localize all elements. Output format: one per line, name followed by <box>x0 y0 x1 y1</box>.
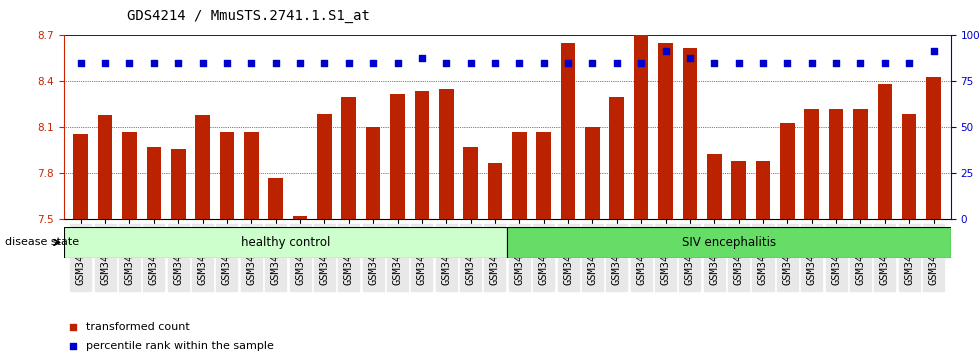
Point <box>779 60 795 66</box>
Bar <box>902 114 916 219</box>
Bar <box>780 123 795 219</box>
Text: healthy control: healthy control <box>241 236 330 249</box>
Text: percentile rank within the sample: percentile rank within the sample <box>86 341 273 351</box>
Point <box>633 60 649 66</box>
Point <box>171 60 186 66</box>
Bar <box>464 147 478 219</box>
Point <box>97 60 113 66</box>
Point <box>902 60 917 66</box>
Bar <box>293 216 308 219</box>
Point <box>585 60 601 66</box>
Point <box>73 60 88 66</box>
Point <box>877 60 893 66</box>
Bar <box>659 43 673 219</box>
Bar <box>195 115 210 219</box>
Bar <box>147 147 161 219</box>
Point <box>195 60 211 66</box>
Bar <box>341 97 356 219</box>
Text: GDS4214 / MmuSTS.2741.1.S1_at: GDS4214 / MmuSTS.2741.1.S1_at <box>127 9 370 23</box>
Bar <box>318 114 331 219</box>
Bar <box>244 132 259 219</box>
Bar <box>805 109 819 219</box>
Point <box>414 56 429 61</box>
Bar <box>98 115 113 219</box>
Bar <box>512 132 526 219</box>
Point <box>682 56 698 61</box>
Bar <box>415 91 429 219</box>
Bar <box>707 154 721 219</box>
Bar <box>171 149 185 219</box>
Bar <box>829 109 844 219</box>
Point <box>487 60 503 66</box>
Point <box>658 48 673 53</box>
Text: disease state: disease state <box>5 238 79 247</box>
Point <box>609 60 624 66</box>
Point <box>828 60 844 66</box>
Point <box>580 288 596 293</box>
Bar <box>926 77 941 219</box>
Point <box>220 60 235 66</box>
Bar <box>683 48 697 219</box>
Point <box>317 60 332 66</box>
Text: SIV encephalitis: SIV encephalitis <box>682 236 776 249</box>
Point <box>292 60 308 66</box>
Point <box>512 60 527 66</box>
Point <box>243 60 259 66</box>
Bar <box>390 94 405 219</box>
Bar <box>439 89 454 219</box>
Text: transformed count: transformed count <box>86 322 189 332</box>
Bar <box>561 43 575 219</box>
FancyBboxPatch shape <box>64 227 508 258</box>
Bar <box>220 132 234 219</box>
Bar <box>731 161 746 219</box>
FancyBboxPatch shape <box>508 227 951 258</box>
Point <box>561 60 576 66</box>
Point <box>366 60 381 66</box>
Point <box>580 114 596 120</box>
Bar <box>610 97 624 219</box>
Point <box>536 60 552 66</box>
Point <box>804 60 819 66</box>
Bar <box>488 163 503 219</box>
Bar <box>366 127 380 219</box>
Bar <box>269 178 283 219</box>
Point <box>731 60 747 66</box>
Point <box>756 60 771 66</box>
Bar <box>854 109 867 219</box>
Point <box>853 60 868 66</box>
Point <box>268 60 283 66</box>
Bar <box>122 132 137 219</box>
Bar <box>756 161 770 219</box>
Bar <box>585 127 600 219</box>
Bar <box>74 133 88 219</box>
Bar <box>536 132 551 219</box>
Bar <box>634 32 649 219</box>
Point <box>463 60 478 66</box>
Point <box>341 60 357 66</box>
Point <box>146 60 162 66</box>
Bar <box>877 85 892 219</box>
Point <box>926 48 942 53</box>
Point <box>438 60 454 66</box>
Point <box>122 60 137 66</box>
Point <box>707 60 722 66</box>
Point <box>390 60 406 66</box>
